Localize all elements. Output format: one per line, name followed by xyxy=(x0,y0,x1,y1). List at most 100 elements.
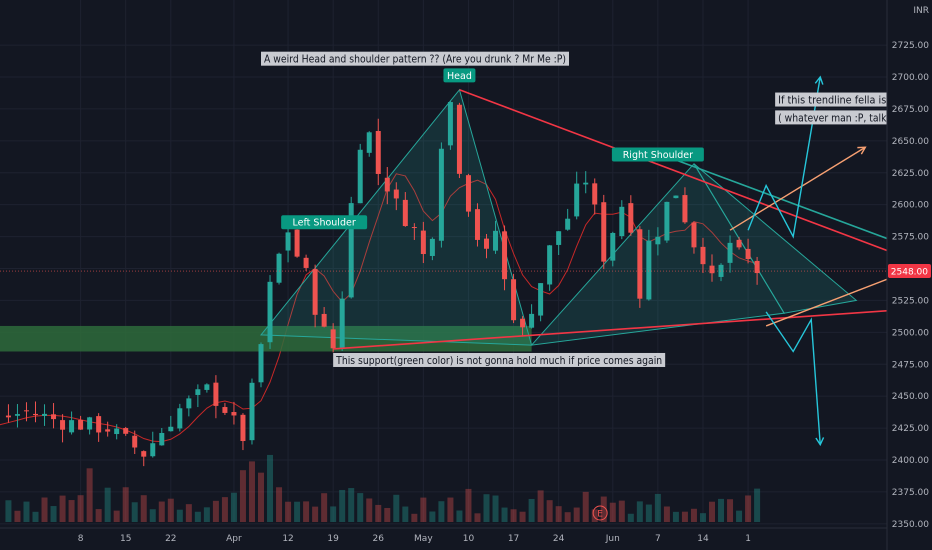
volume-bar xyxy=(384,507,391,522)
volume-bar xyxy=(411,513,418,522)
volume-bar xyxy=(176,509,183,522)
candle-body xyxy=(303,257,309,268)
x-tick-label: 26 xyxy=(373,534,385,544)
volume-bar xyxy=(681,511,688,522)
volume-bar xyxy=(591,509,598,522)
volume-bar xyxy=(564,512,571,522)
candle-body xyxy=(438,148,444,241)
volume-bar xyxy=(582,491,589,522)
candle-body xyxy=(375,131,381,174)
y-tick-label: 2675.00 xyxy=(892,105,929,115)
y-axis-currency-label: INR xyxy=(913,6,929,16)
pattern-label-tag xyxy=(281,215,368,230)
x-tick-label: 14 xyxy=(697,534,709,544)
volume-bar xyxy=(330,506,337,522)
volume-bar xyxy=(86,468,93,522)
candle-body xyxy=(583,182,589,185)
volume-bar xyxy=(23,501,30,522)
candle-body xyxy=(177,408,183,429)
volume-bar xyxy=(618,500,625,522)
y-tick-label: 2575.00 xyxy=(892,233,929,243)
candle-body xyxy=(276,253,282,283)
candle-body xyxy=(51,414,57,420)
candle-body xyxy=(222,407,228,413)
annotation-title-note: A weird Head and shoulder pattern ?? (Ar… xyxy=(264,54,566,66)
volume-bar xyxy=(546,500,553,522)
volume-bar xyxy=(501,507,508,522)
volume-bar xyxy=(465,488,472,522)
shoulders-triangle[interactable] xyxy=(259,88,533,346)
volume-bar xyxy=(528,498,535,522)
candle-body xyxy=(168,426,174,432)
y-tick-label: 2700.00 xyxy=(892,73,929,83)
pattern-label-right-shoulder: Right Shoulder xyxy=(623,150,693,161)
pattern-label-tag xyxy=(443,68,476,83)
candle-body xyxy=(529,313,535,328)
x-tick-label: 7 xyxy=(655,534,661,544)
candle-body xyxy=(339,298,345,349)
earnings-marker[interactable] xyxy=(592,505,608,521)
volume-bar xyxy=(672,511,679,522)
volume-bar xyxy=(645,504,652,522)
candle-body xyxy=(69,420,75,433)
candle-body xyxy=(33,413,38,416)
projection-arrow-4[interactable] xyxy=(765,311,821,445)
candle-body xyxy=(231,412,237,416)
x-tick-label: 24 xyxy=(553,534,565,544)
volume-bar xyxy=(5,500,12,522)
volume-bar xyxy=(258,472,264,522)
candle-body xyxy=(610,232,616,261)
candle-body xyxy=(96,416,102,433)
trendline-1[interactable] xyxy=(459,89,932,307)
x-tick-label: 8 xyxy=(78,534,84,544)
candle-body xyxy=(402,199,408,227)
x-tick-label: 22 xyxy=(165,534,176,544)
candle-body xyxy=(267,281,273,343)
y-tick-label: 2650.00 xyxy=(892,137,929,147)
candle-body xyxy=(538,283,544,316)
candle-body xyxy=(736,239,742,248)
x-tick-label: 19 xyxy=(327,534,339,544)
projection-arrow-3[interactable] xyxy=(747,76,821,239)
candle-body xyxy=(474,209,480,240)
support-zone[interactable] xyxy=(0,325,532,352)
candle-body xyxy=(511,279,517,321)
annotation-box xyxy=(333,352,666,367)
candle-body xyxy=(745,248,751,260)
projection-arrow-1[interactable] xyxy=(729,146,866,231)
candle-body xyxy=(420,230,426,255)
candle-body xyxy=(285,232,291,251)
volume-bar xyxy=(131,502,138,522)
volume-bar xyxy=(627,513,634,522)
volume-bar xyxy=(537,490,544,522)
volume-bar xyxy=(402,506,409,522)
volume-bar xyxy=(636,501,643,522)
candle-body xyxy=(754,260,760,274)
volume-bar xyxy=(185,504,192,522)
volume-bar xyxy=(14,510,21,522)
y-tick-label: 2400.00 xyxy=(892,456,929,466)
volume-bar xyxy=(393,494,400,522)
candle-body xyxy=(60,420,66,430)
volume-bar xyxy=(474,513,481,522)
candle-body xyxy=(195,389,201,395)
volume-bar xyxy=(158,501,165,522)
candle-body xyxy=(556,231,562,245)
volume-bar xyxy=(321,493,328,522)
volume-bar xyxy=(276,487,283,522)
volume-bar xyxy=(149,509,156,522)
candle-body xyxy=(700,246,706,265)
volume-bar xyxy=(745,495,752,522)
candle-body xyxy=(123,428,129,434)
volume-bar xyxy=(41,497,48,522)
volume-bar xyxy=(754,488,761,522)
x-tick-label: Apr xyxy=(226,534,242,544)
candle-body xyxy=(330,329,336,349)
candle-body xyxy=(637,229,643,299)
volume-bar xyxy=(32,511,39,522)
current-price-label: 2548.00 xyxy=(891,268,928,278)
candle-body xyxy=(465,175,471,212)
y-tick-label: 2425.00 xyxy=(892,424,929,434)
